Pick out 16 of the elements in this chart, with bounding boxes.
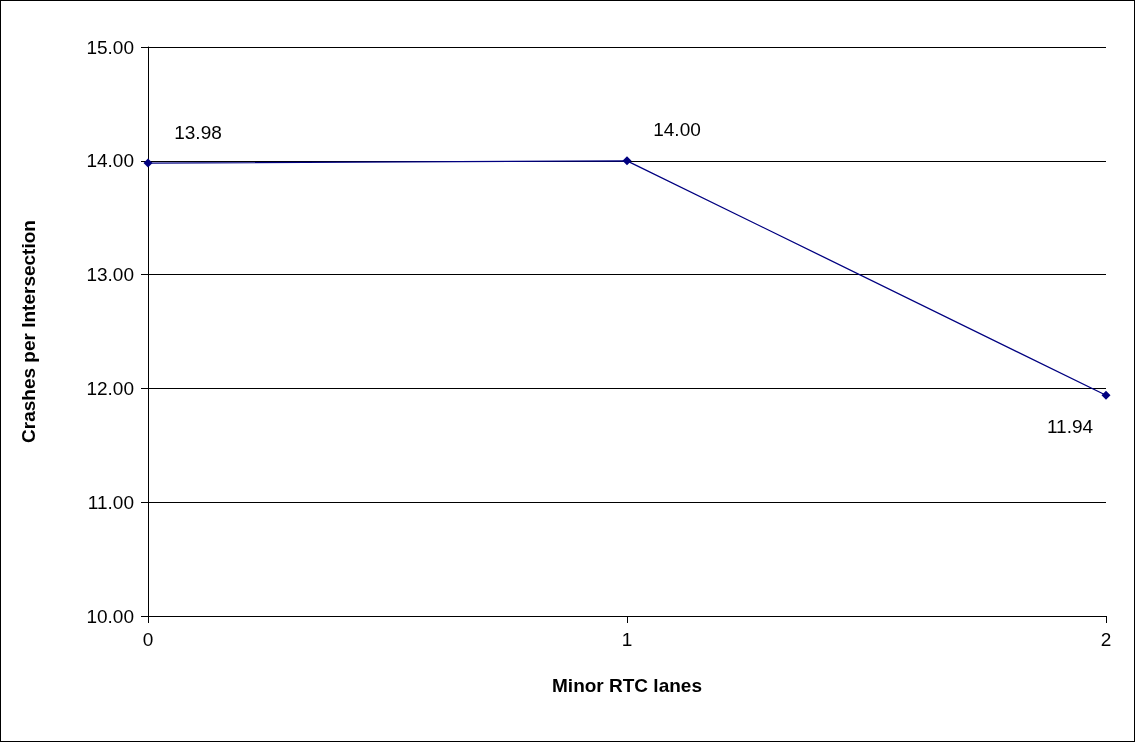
- y-tick-label: 14.00: [86, 150, 134, 172]
- data-label: 13.98: [174, 121, 222, 143]
- y-tick-label: 13.00: [86, 264, 134, 286]
- y-tick-label: 10.00: [86, 605, 134, 627]
- point: [1101, 390, 1111, 400]
- x-tick-label: 1: [621, 629, 633, 650]
- x-tick-label: 2: [1100, 629, 1112, 650]
- data-label: 14.00: [653, 119, 701, 141]
- y-tick-label: 12.00: [86, 377, 134, 399]
- x-axis-title: Minor RTC lanes: [552, 675, 702, 696]
- y-axis-title: Crashes per Intersection: [18, 220, 39, 443]
- y-tick-label: 15.00: [86, 36, 134, 58]
- y-tick-label: 11.00: [87, 491, 134, 513]
- point: [622, 156, 632, 166]
- data-label: 11.94: [1046, 415, 1094, 437]
- x-tick-label: 0: [142, 629, 154, 650]
